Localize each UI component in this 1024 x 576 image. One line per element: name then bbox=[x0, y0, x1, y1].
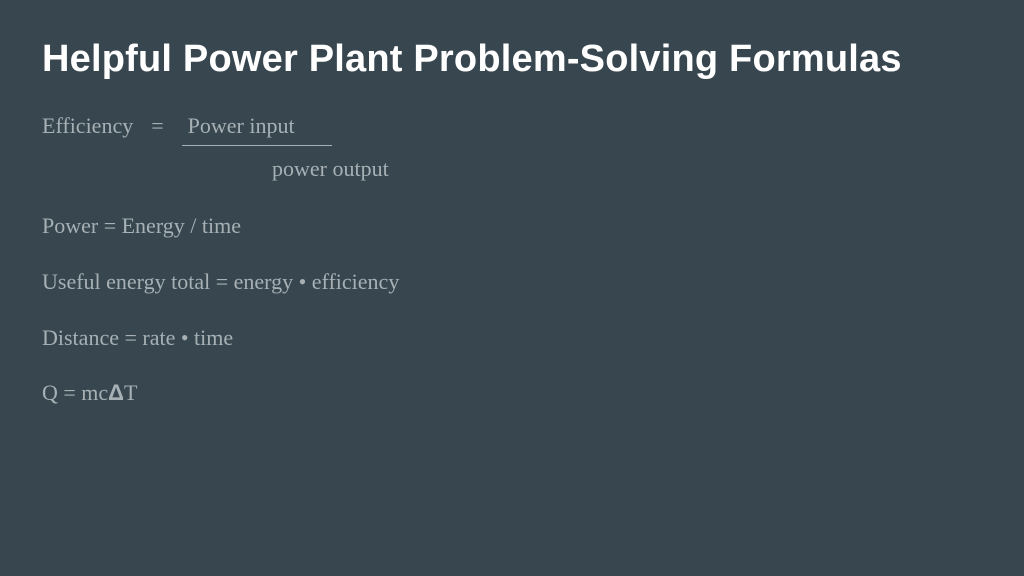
slide-title: Helpful Power Plant Problem-Solving Form… bbox=[42, 38, 982, 81]
equals-sign: = bbox=[147, 111, 167, 141]
heat-suffix: T bbox=[124, 380, 137, 405]
fraction-denominator: power output bbox=[272, 154, 982, 184]
formula-power: Power = Energy / time bbox=[42, 211, 982, 241]
delta-symbol: Δ bbox=[108, 380, 124, 405]
efficiency-lhs: Efficiency bbox=[42, 111, 133, 141]
formula-distance: Distance = rate • time bbox=[42, 323, 982, 353]
slide-body: Efficiency = Power input power output Po… bbox=[42, 111, 982, 408]
formula-useful-energy: Useful energy total = energy • efficienc… bbox=[42, 267, 982, 297]
efficiency-formula: Efficiency = Power input bbox=[42, 111, 982, 146]
heat-prefix: Q = mc bbox=[42, 380, 108, 405]
fraction-numerator: Power input bbox=[182, 111, 332, 146]
formula-heat: Q = mcΔT bbox=[42, 378, 982, 408]
